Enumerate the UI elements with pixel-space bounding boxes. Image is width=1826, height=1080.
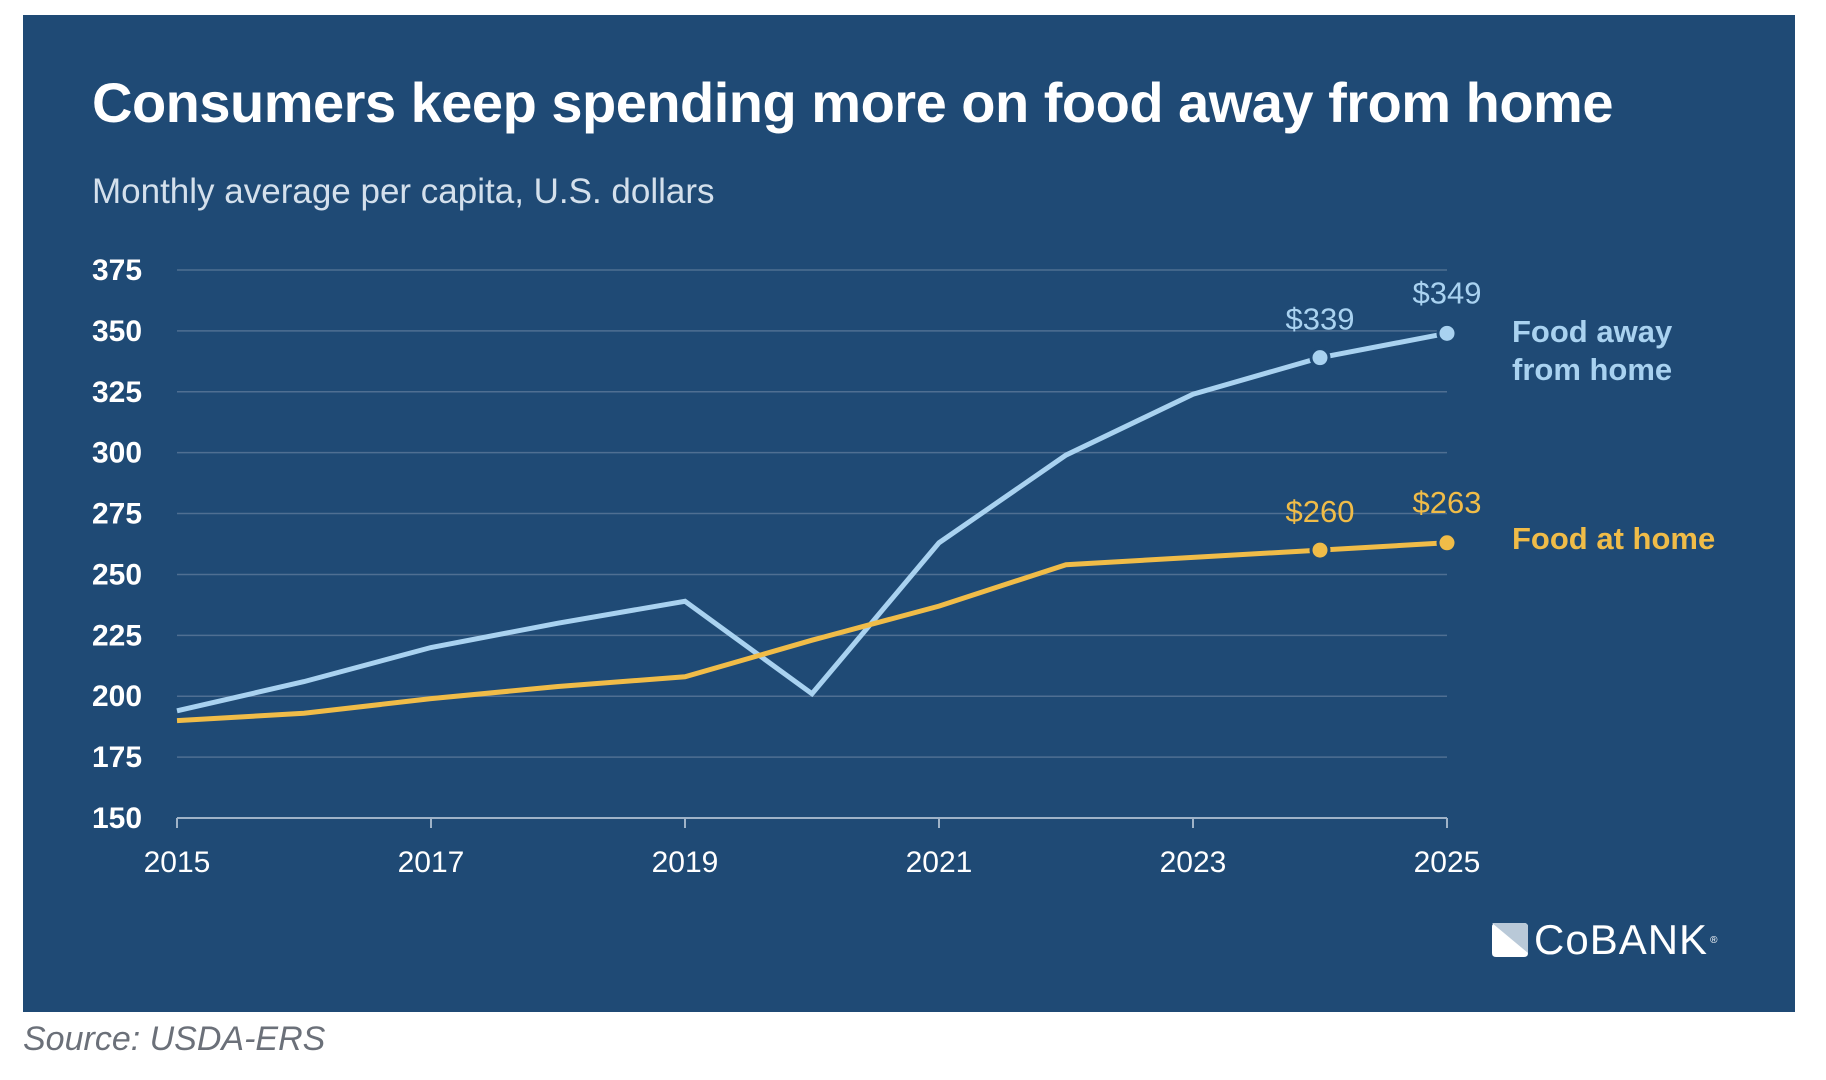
series-legend-label: Food at home — [1512, 521, 1715, 556]
data-point-marker — [1309, 539, 1331, 561]
data-label: $263 — [1413, 485, 1482, 520]
series-markers — [1309, 322, 1458, 561]
x-tick-label: 2021 — [906, 846, 973, 879]
series-legend-label: Food away — [1512, 314, 1673, 349]
series-line-food-at-home — [176, 540, 1448, 724]
series-lines — [176, 330, 1448, 724]
x-tick-label: 2025 — [1414, 846, 1481, 879]
x-tick-label: 2019 — [652, 846, 719, 879]
y-tick-label: 200 — [92, 680, 142, 713]
cobank-logo-icon — [1492, 923, 1528, 957]
chart-title: Consumers keep spending more on food awa… — [92, 71, 1613, 134]
data-point-marker — [1436, 322, 1458, 344]
data-label: $260 — [1286, 494, 1355, 529]
y-tick-label: 275 — [92, 498, 142, 531]
data-point-marker — [1436, 532, 1458, 554]
y-tick-label: 225 — [92, 619, 142, 652]
series-line-food-away-from-home — [176, 330, 1448, 714]
data-label: $339 — [1286, 302, 1355, 337]
data-point-marker — [1309, 347, 1331, 369]
x-tick-label: 2015 — [144, 846, 211, 879]
y-tick-label: 375 — [92, 254, 142, 287]
registered-mark: ® — [1710, 934, 1718, 946]
y-tick-label: 300 — [92, 437, 142, 470]
y-tick-label: 350 — [92, 315, 142, 348]
y-tick-label: 325 — [92, 376, 142, 409]
source-note: Source: USDA-ERS — [23, 1020, 326, 1058]
y-tick-label: 175 — [92, 741, 142, 774]
cobank-logo-text: CoBANK — [1534, 916, 1709, 963]
chart-subtitle: Monthly average per capita, U.S. dollars — [92, 172, 715, 211]
gridlines — [177, 269, 1447, 758]
y-axis-labels: 150 175 200 225 250 275 300 325 350 375 — [92, 254, 142, 835]
cobank-logo: CoBANK ® — [1492, 916, 1718, 963]
x-axis: 2015 2017 2019 2021 2023 2025 — [144, 817, 1481, 879]
x-tick-label: 2023 — [1160, 846, 1227, 879]
x-tick-label: 2017 — [398, 846, 465, 879]
data-label: $349 — [1413, 275, 1482, 310]
series-legend-label: from home — [1512, 352, 1672, 387]
y-tick-label: 250 — [92, 558, 142, 591]
y-tick-label: 150 — [92, 802, 142, 835]
